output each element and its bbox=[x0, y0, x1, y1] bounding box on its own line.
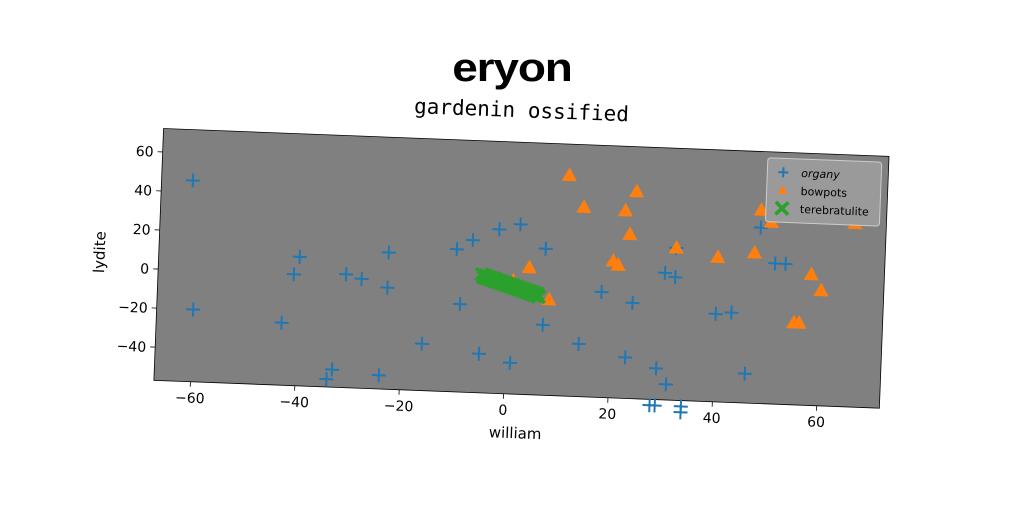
x-tick-label: −20 bbox=[383, 398, 413, 415]
x-tick-label: 60 bbox=[807, 414, 825, 431]
y-tick-label: 60 bbox=[136, 144, 154, 161]
legend-label: terebratulite bbox=[800, 203, 870, 219]
y-tick-label: 40 bbox=[134, 183, 152, 200]
y-tick-label: 0 bbox=[140, 261, 150, 277]
x-tick-label: −60 bbox=[175, 390, 205, 407]
x-axis-label: william bbox=[488, 423, 541, 443]
chart-title: gardenin ossified bbox=[414, 94, 630, 126]
y-tick-label: −20 bbox=[118, 300, 148, 317]
y-axis-label: lydite bbox=[90, 231, 110, 274]
legend-label: organy bbox=[801, 167, 840, 181]
y-tick-label: 20 bbox=[133, 222, 151, 239]
y-tick-label: −40 bbox=[116, 339, 146, 356]
x-tick-label: 0 bbox=[498, 403, 508, 419]
legend: organy bowpots terebratulite bbox=[765, 158, 881, 226]
x-tick-label: −40 bbox=[279, 394, 309, 411]
x-tick-label: 20 bbox=[598, 406, 616, 423]
legend-label: bowpots bbox=[800, 185, 847, 200]
x-tick-label: 40 bbox=[702, 410, 720, 427]
